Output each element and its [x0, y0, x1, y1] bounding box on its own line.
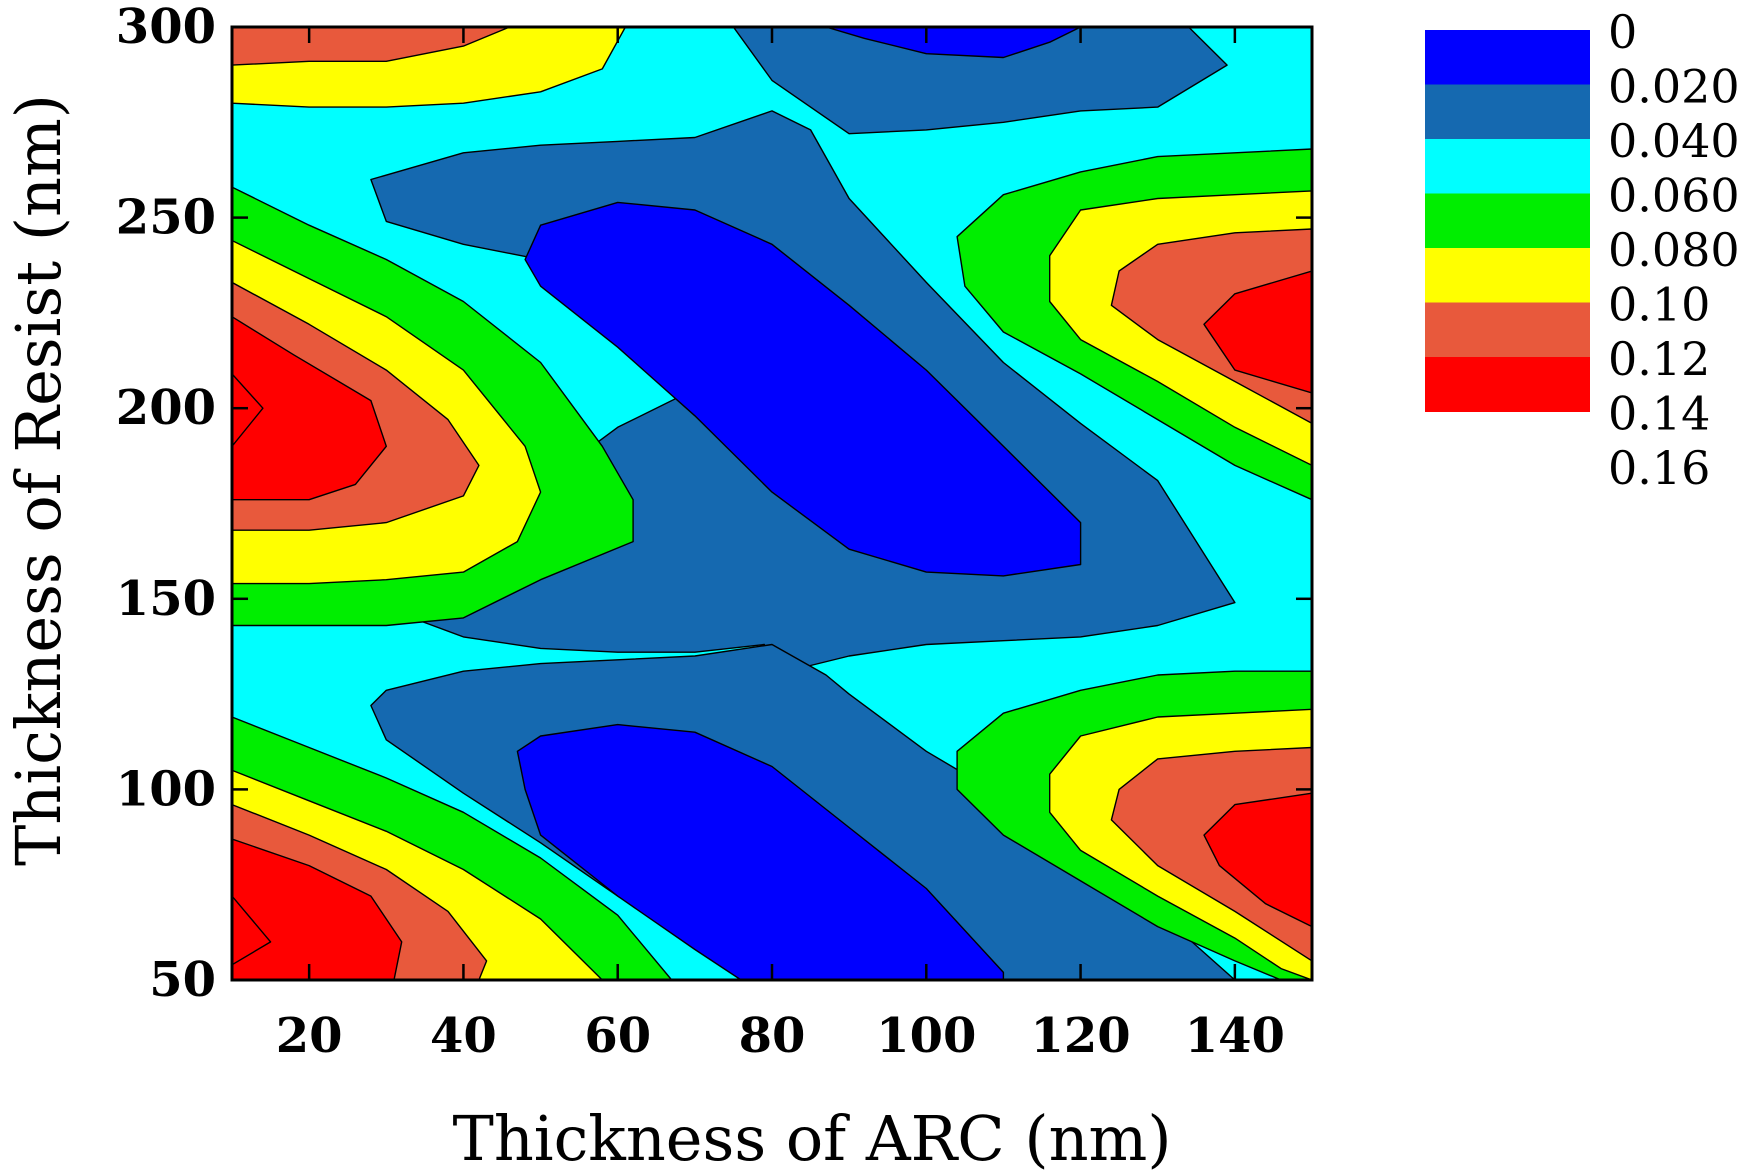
y-tick-label: 100	[116, 761, 216, 817]
x-tick-label: 80	[739, 1008, 806, 1064]
y-tick-label: 50	[149, 952, 216, 1008]
band-upper-center-blue	[825, 27, 1082, 59]
band-middle-blue	[524, 201, 1082, 577]
legend-label: 0.16	[1608, 441, 1710, 495]
legend-swatch	[1425, 357, 1590, 412]
legend-label: 0.020	[1608, 60, 1740, 114]
y-axis: 50 100 150 200 250 300	[116, 0, 1312, 1008]
legend-swatch	[1425, 248, 1590, 303]
y-tick-label: 250	[116, 190, 216, 246]
band-lower-blue	[516, 723, 1005, 980]
legend-label: 0.12	[1608, 332, 1710, 386]
y-tick-label: 200	[116, 380, 216, 436]
legend-swatch	[1425, 84, 1590, 140]
band-right-red	[1203, 270, 1312, 394]
legend-label: 0.10	[1608, 278, 1710, 332]
legend-label: 0	[1608, 5, 1637, 59]
x-axis: 20 40 60 80 100 120 140	[276, 27, 1285, 1064]
legend-label: 0.060	[1608, 169, 1740, 223]
band-upper-center-steel	[732, 27, 1228, 135]
band-upper-left-green-2	[232, 27, 511, 66]
band-right-lower-red	[1203, 792, 1312, 928]
band-left-red-core	[232, 373, 264, 447]
legend-swatch	[1425, 193, 1590, 249]
plot-area	[232, 27, 1312, 980]
y-tick-label: 300	[116, 0, 216, 55]
x-tick-label: 140	[1185, 1008, 1285, 1064]
x-tick-label: 100	[876, 1008, 976, 1064]
band-bottom-left-red	[232, 838, 403, 980]
x-axis-title: Thickness of ARC (nm)	[452, 1102, 1171, 1171]
y-tick-label: 150	[116, 571, 216, 627]
x-tick-label: 60	[584, 1008, 651, 1064]
band-bottom-left-red-core	[232, 895, 272, 966]
x-tick-label: 120	[1030, 1008, 1130, 1064]
legend-label: 0.14	[1608, 387, 1710, 441]
legend-label: 0.040	[1608, 114, 1740, 168]
legend-swatch	[1425, 139, 1590, 194]
x-tick-label: 40	[430, 1008, 497, 1064]
legend-swatch	[1425, 302, 1590, 358]
legend-swatch	[1425, 30, 1590, 85]
y-axis-title: Thickness of Resist (nm)	[2, 94, 75, 866]
x-tick-label: 20	[276, 1008, 343, 1064]
legend-label: 0.080	[1608, 223, 1740, 277]
band-left-red	[232, 316, 387, 501]
